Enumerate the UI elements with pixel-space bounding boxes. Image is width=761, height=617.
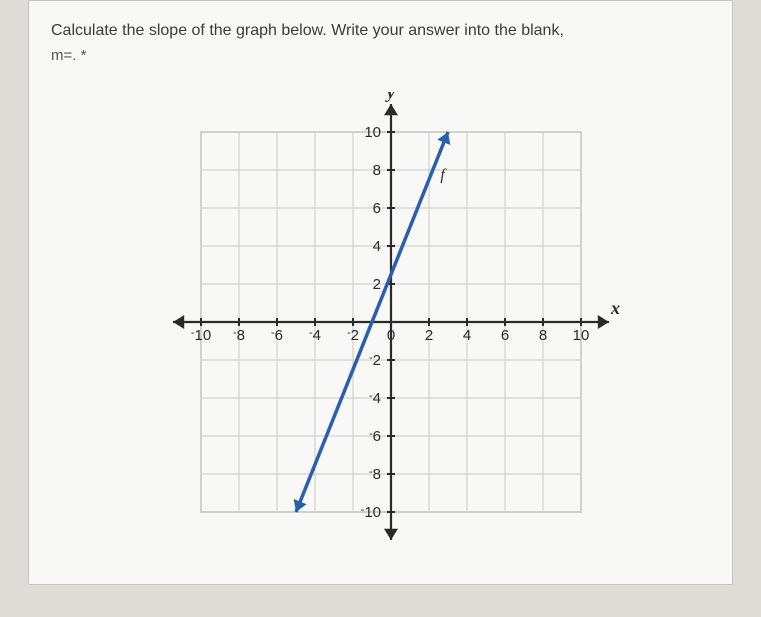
svg-text:-10: -10: [360, 504, 380, 521]
svg-text:-4: -4: [308, 327, 320, 344]
svg-text:-2: -2: [346, 327, 358, 344]
svg-text:2: 2: [424, 327, 432, 344]
chart-container: -10 -8 -6 -4 -2 0 2 4 6 8 10 2 4 6 8 10 -2 -4 -6 -8 -10 y x f: [51, 92, 710, 542]
svg-text:4: 4: [372, 238, 380, 255]
svg-text:8: 8: [372, 162, 380, 179]
svg-text:-8: -8: [368, 466, 380, 483]
svg-text:-2: -2: [368, 352, 380, 369]
svg-text:10: 10: [364, 124, 381, 141]
question-line2: m=. *: [51, 47, 710, 64]
svg-text:-4: -4: [368, 390, 380, 407]
slope-chart: -10 -8 -6 -4 -2 0 2 4 6 8 10 2 4 6 8 10 -2 -4 -6 -8 -10 y x f: [141, 92, 621, 542]
svg-text:10: 10: [572, 327, 589, 344]
question-card: Calculate the slope of the graph below. …: [28, 0, 733, 585]
svg-text:-10: -10: [190, 327, 210, 344]
svg-text:8: 8: [538, 327, 546, 344]
svg-text:-6: -6: [368, 428, 380, 445]
svg-text:6: 6: [372, 200, 380, 217]
svg-text:2: 2: [372, 276, 380, 293]
svg-text:y: y: [385, 92, 396, 102]
svg-text:6: 6: [500, 327, 508, 344]
svg-text:-8: -8: [232, 327, 244, 344]
svg-text:x: x: [610, 298, 620, 318]
svg-text:f: f: [440, 167, 447, 184]
svg-text:0: 0: [386, 327, 394, 344]
svg-text:-6: -6: [270, 327, 282, 344]
question-line1: Calculate the slope of the graph below. …: [51, 19, 710, 43]
svg-text:4: 4: [462, 327, 470, 344]
